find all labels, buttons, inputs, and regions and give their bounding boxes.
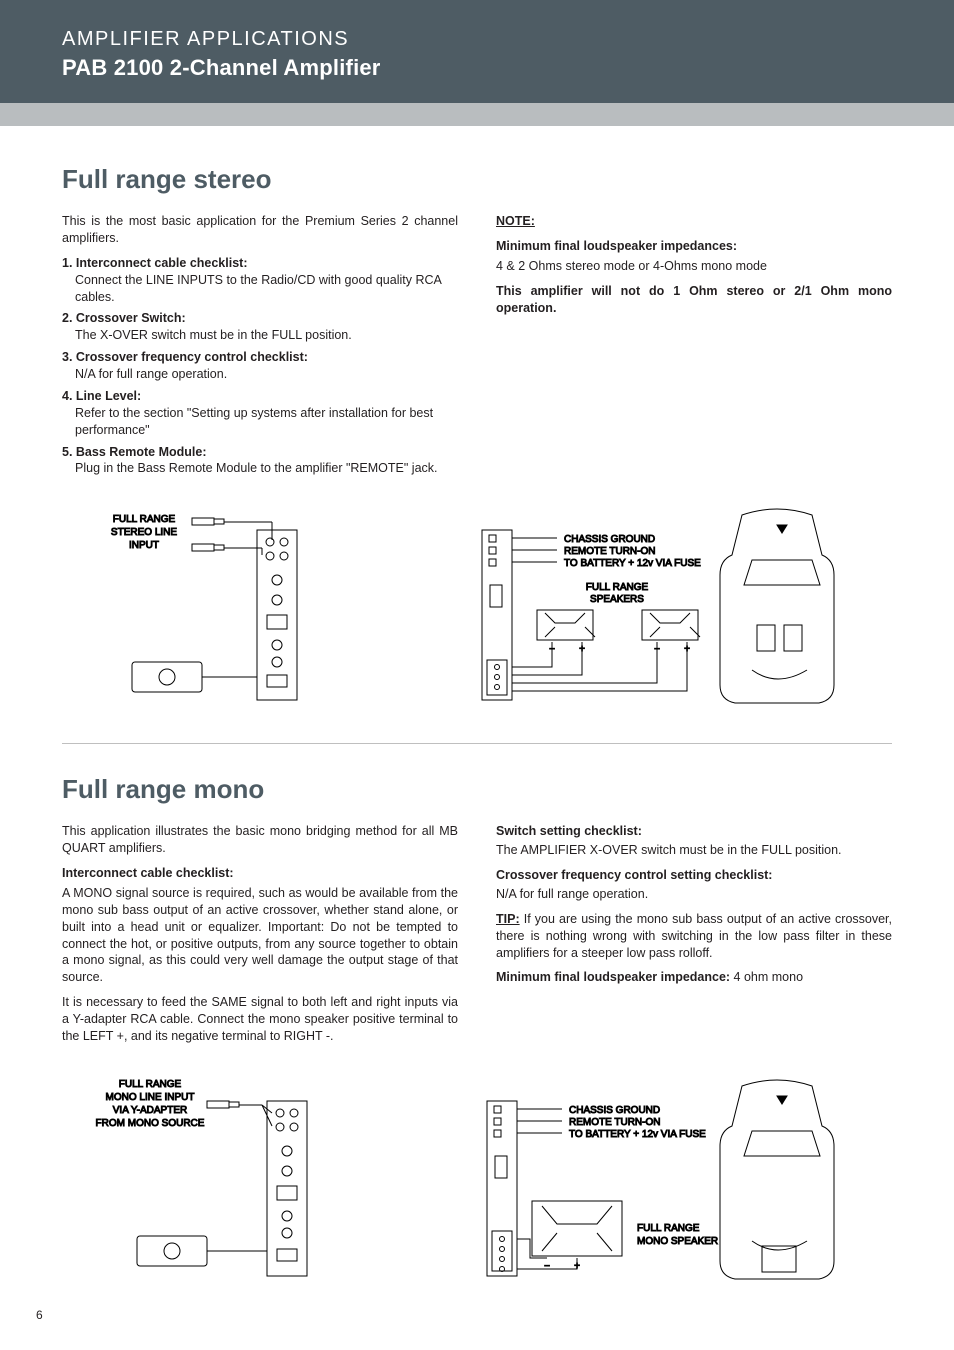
interconnect-head: Interconnect cable checklist: — [62, 865, 458, 882]
xover-head: Crossover frequency control setting chec… — [496, 868, 772, 882]
diag-label: CHASSIS GROUND — [564, 534, 655, 545]
xover-body: N/A for full range operation. — [496, 886, 892, 903]
mono-diagram: FULL RANGE MONO LINE INPUT VIA Y-ADAPTER… — [62, 1071, 892, 1291]
stereo-diagram: FULL RANGE STEREO LINE INPUT — [62, 500, 892, 715]
section-divider — [62, 743, 892, 744]
page-number: 6 — [36, 1308, 43, 1322]
note-label: NOTE: — [496, 214, 535, 228]
header-band: AMPLIFIER APPLICATIONS PAB 2100 2-Channe… — [0, 0, 954, 103]
diag-label: FULL RANGE — [113, 514, 176, 525]
checklist-body: Refer to the section "Setting up systems… — [62, 405, 458, 439]
diag-label: MONO LINE INPUT — [106, 1092, 195, 1103]
diag-label: REMOTE TURN-ON — [569, 1117, 660, 1128]
section-title-mono: Full range mono — [62, 774, 892, 805]
mono-imp-head: Minimum final loudspeaker impedance: — [496, 970, 730, 984]
checklist-body: Plug in the Bass Remote Module to the am… — [62, 460, 458, 477]
stereo-columns: This is the most basic application for t… — [62, 213, 892, 482]
checklist-body: The X-OVER switch must be in the FULL po… — [62, 327, 458, 344]
mono-imp-body: 4 ohm mono — [730, 970, 803, 984]
car-outline-icon — [720, 1080, 834, 1279]
svg-text:−: − — [544, 1261, 550, 1272]
diag-label: FULL RANGE — [119, 1079, 182, 1090]
stereo-intro: This is the most basic application for t… — [62, 213, 458, 247]
header-eyebrow: AMPLIFIER APPLICATIONS — [62, 28, 954, 51]
diag-label: INPUT — [129, 540, 159, 551]
rca-plug-icon — [207, 1101, 239, 1108]
mono-columns: This application illustrates the basic m… — [62, 823, 892, 1053]
tip-body: If you are using the mono sub bass outpu… — [496, 912, 892, 960]
mono-para2: It is necessary to feed the SAME signal … — [62, 994, 458, 1045]
checklist-body: N/A for full range operation. — [62, 366, 458, 383]
checklist-head: 1. Interconnect cable checklist: — [62, 256, 248, 270]
speaker-icon — [537, 610, 700, 640]
mono-left-col: This application illustrates the basic m… — [62, 823, 458, 1053]
diag-label: SPEAKERS — [590, 594, 644, 605]
header-title: PAB 2100 2-Channel Amplifier — [62, 55, 954, 81]
car-outline-icon — [720, 509, 834, 703]
stereo-left-col: This is the most basic application for t… — [62, 213, 458, 482]
speaker-icon — [532, 1201, 622, 1256]
impedance-head: Minimum final loudspeaker impedances: — [496, 239, 737, 253]
checklist-body: Connect the LINE INPUTS to the Radio/CD … — [62, 272, 458, 306]
mono-para1: A MONO signal source is required, such a… — [62, 885, 458, 986]
checklist-head: 2. Crossover Switch: — [62, 311, 186, 325]
diag-label: CHASSIS GROUND — [569, 1105, 660, 1116]
stereo-wiring-svg: FULL RANGE STEREO LINE INPUT — [62, 500, 892, 710]
diag-label: VIA Y-ADAPTER — [113, 1105, 187, 1116]
diag-label: STEREO LINE — [111, 527, 177, 538]
switch-head: Switch setting checklist: — [496, 824, 642, 838]
mono-intro: This application illustrates the basic m… — [62, 823, 458, 857]
diag-label: TO BATTERY + 12v VIA FUSE — [564, 558, 701, 569]
stereo-right-col: NOTE: Minimum final loudspeaker impedanc… — [496, 213, 892, 482]
amp-warning: This amplifier will not do 1 Ohm stereo … — [496, 283, 892, 317]
impedance-body: 4 & 2 Ohms stereo mode or 4-Ohms mono mo… — [496, 258, 892, 275]
section-title-stereo: Full range stereo — [62, 164, 892, 195]
switch-body: The AMPLIFIER X-OVER switch must be in t… — [496, 842, 892, 859]
tip-label: TIP: — [496, 912, 520, 926]
stereo-checklist: 1. Interconnect cable checklist: Connect … — [62, 255, 458, 478]
checklist-head: 3. Crossover frequency control checklist… — [62, 350, 308, 364]
diag-label: FULL RANGE — [637, 1223, 700, 1234]
header-strip — [0, 103, 954, 126]
diag-label: FROM MONO SOURCE — [96, 1118, 205, 1129]
checklist-head: 4. Line Level: — [62, 389, 141, 403]
rca-plug-icon — [192, 518, 224, 551]
mono-right-col: Switch setting checklist: The AMPLIFIER … — [496, 823, 892, 1053]
diag-label: TO BATTERY + 12v VIA FUSE — [569, 1129, 706, 1140]
diag-label: MONO SPEAKER — [637, 1236, 718, 1247]
mono-wiring-svg: FULL RANGE MONO LINE INPUT VIA Y-ADAPTER… — [62, 1071, 892, 1286]
checklist-head: 5. Bass Remote Module: — [62, 445, 206, 459]
diag-label: REMOTE TURN-ON — [564, 546, 655, 557]
diag-label: FULL RANGE — [586, 582, 649, 593]
